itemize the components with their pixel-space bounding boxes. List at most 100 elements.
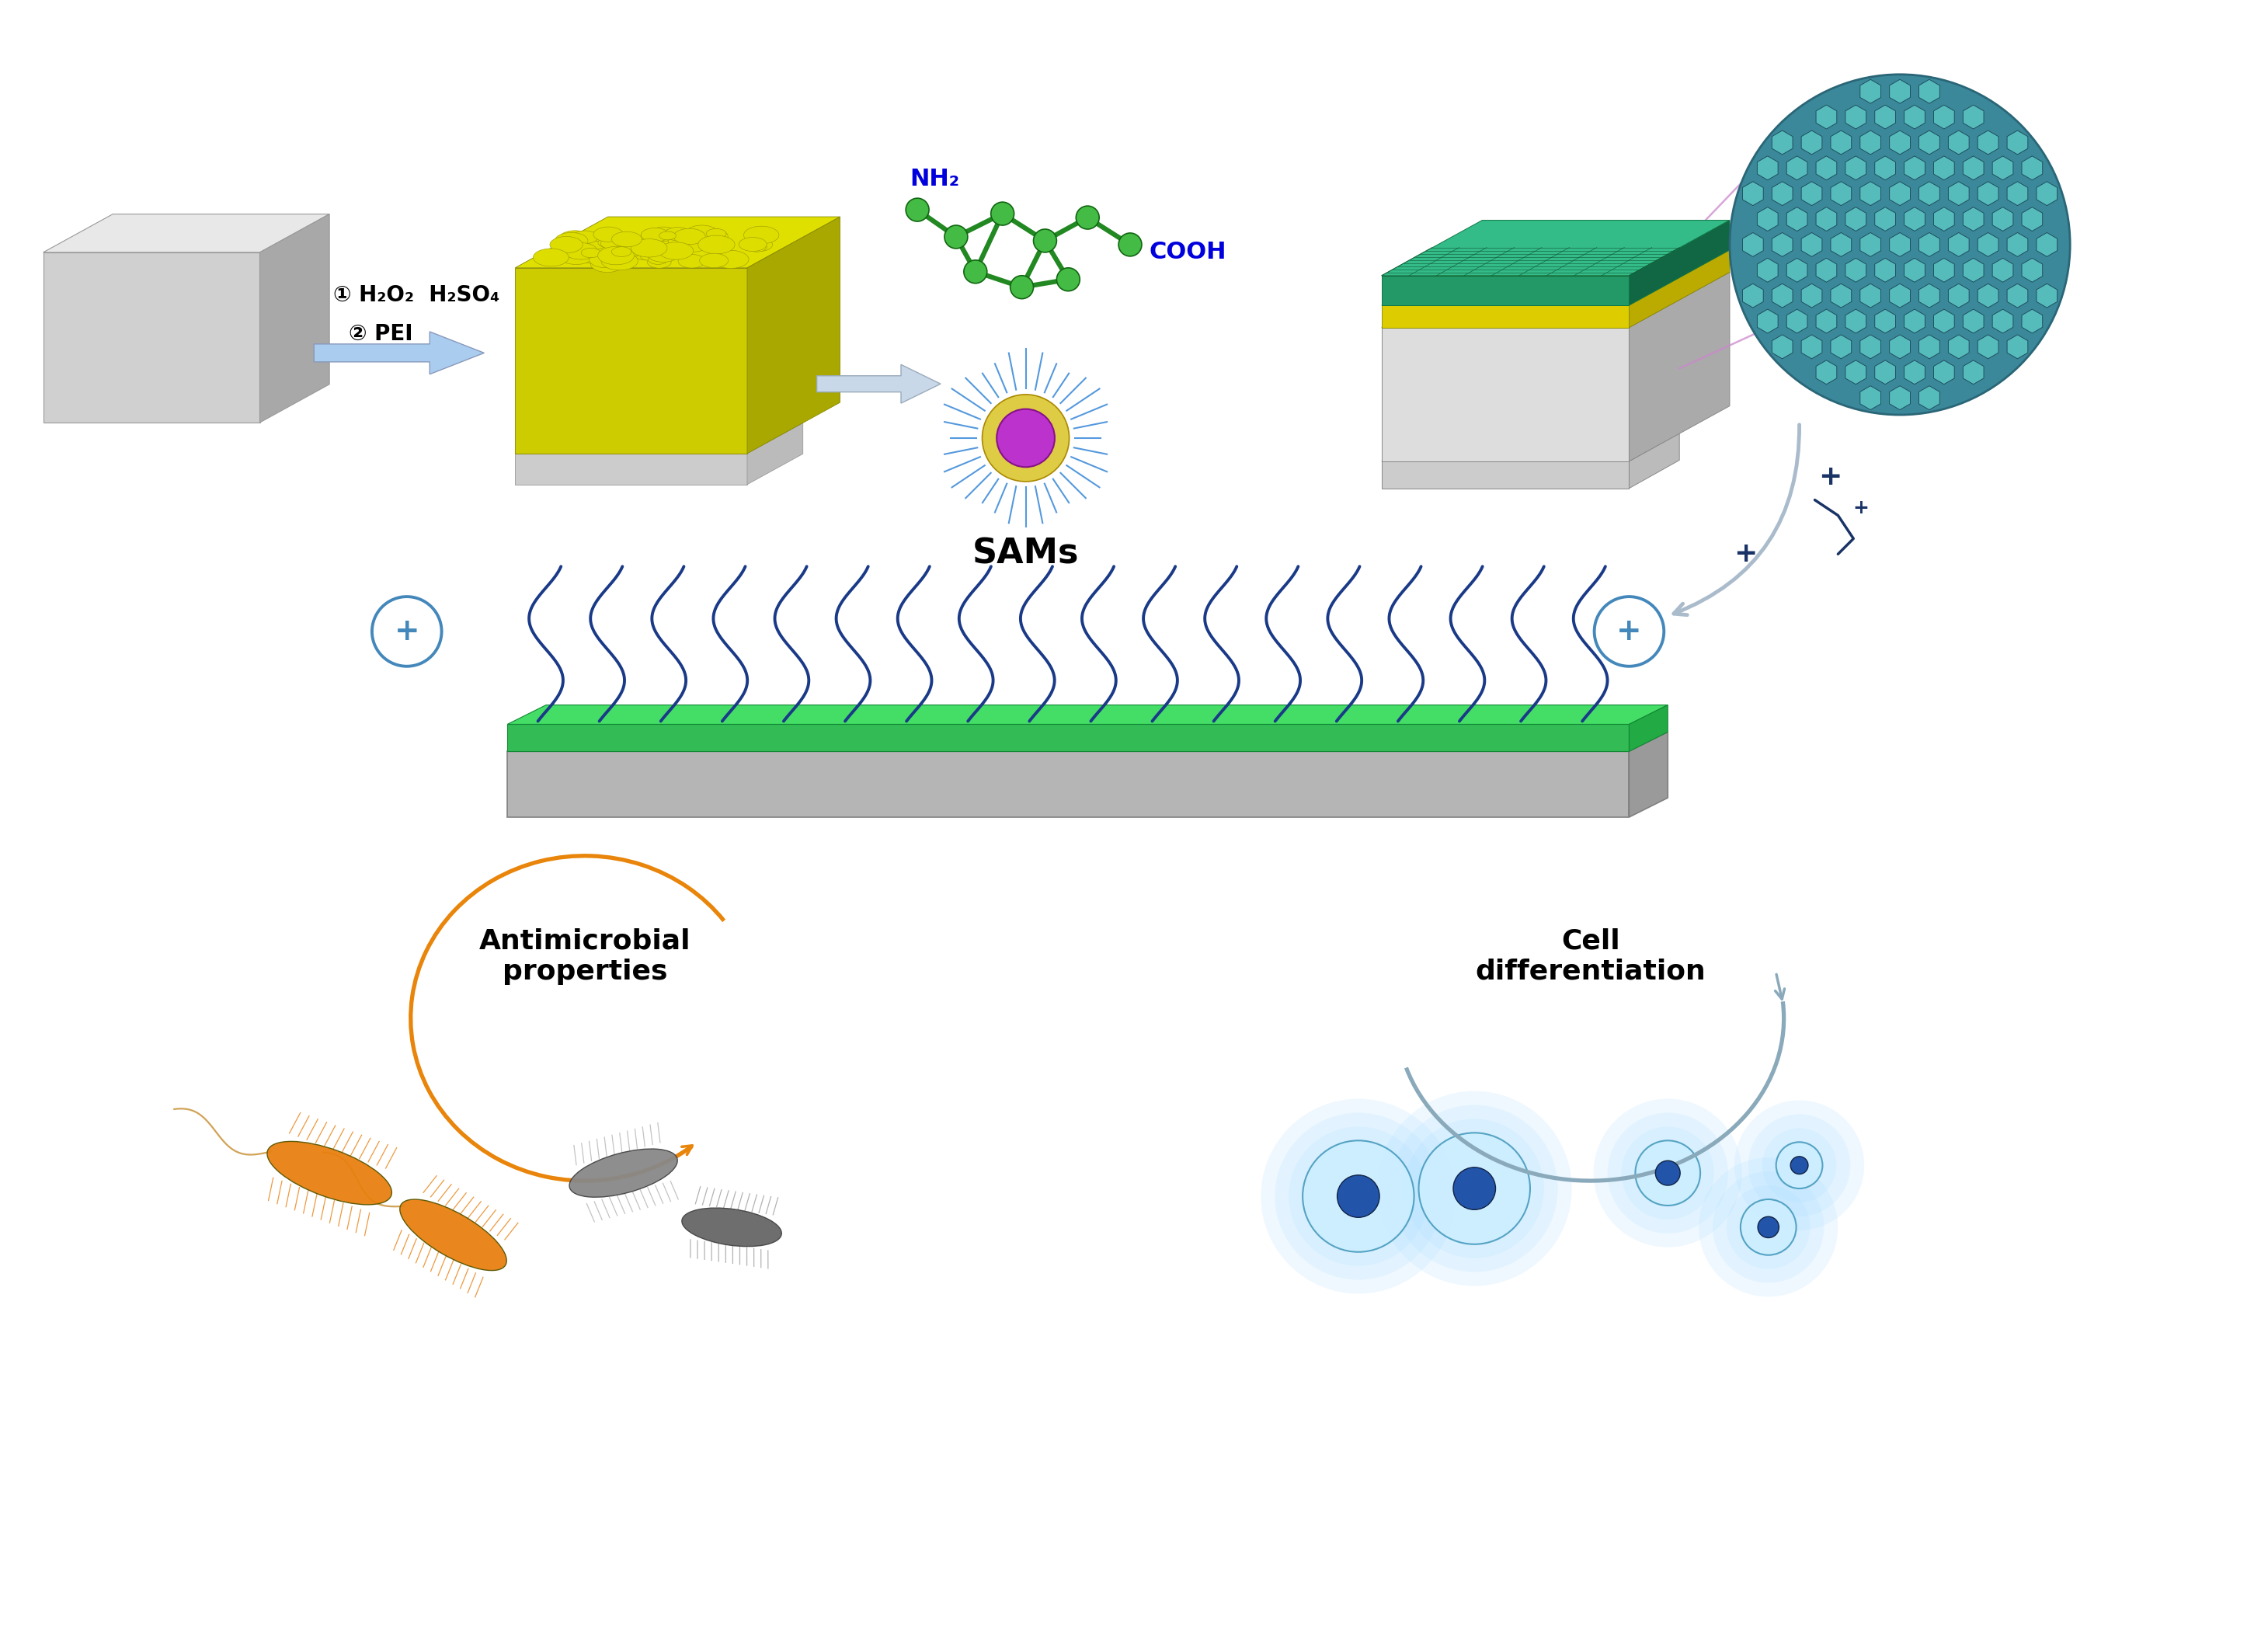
Circle shape — [1726, 1185, 1810, 1269]
Polygon shape — [43, 252, 261, 423]
Ellipse shape — [640, 252, 655, 260]
Ellipse shape — [712, 250, 748, 268]
Ellipse shape — [556, 232, 587, 249]
Text: Cell
differentiation: Cell differentiation — [1474, 928, 1706, 985]
Circle shape — [1749, 1115, 1851, 1217]
Circle shape — [943, 226, 968, 249]
Polygon shape — [515, 216, 839, 268]
Ellipse shape — [699, 253, 728, 268]
Ellipse shape — [599, 247, 635, 265]
Circle shape — [1390, 1105, 1558, 1272]
Ellipse shape — [744, 226, 778, 244]
Polygon shape — [508, 705, 1667, 725]
Polygon shape — [1381, 221, 1730, 276]
Ellipse shape — [649, 255, 667, 265]
Polygon shape — [1628, 273, 1730, 461]
Circle shape — [1622, 1126, 1715, 1219]
Ellipse shape — [619, 239, 651, 254]
Text: Antimicrobial
properties: Antimicrobial properties — [479, 928, 689, 985]
Polygon shape — [1381, 306, 1628, 328]
Ellipse shape — [558, 231, 592, 247]
Circle shape — [1699, 1157, 1837, 1297]
Polygon shape — [515, 268, 746, 453]
Ellipse shape — [705, 229, 726, 239]
Circle shape — [991, 202, 1014, 226]
Polygon shape — [508, 731, 1667, 751]
Ellipse shape — [399, 1199, 506, 1271]
Ellipse shape — [621, 247, 642, 257]
Ellipse shape — [572, 231, 599, 244]
Ellipse shape — [742, 239, 760, 249]
Ellipse shape — [551, 242, 578, 255]
Ellipse shape — [669, 231, 699, 245]
Ellipse shape — [748, 242, 767, 252]
Circle shape — [1302, 1141, 1413, 1251]
Ellipse shape — [612, 232, 642, 247]
Ellipse shape — [594, 228, 624, 242]
Ellipse shape — [587, 240, 606, 249]
Circle shape — [372, 596, 442, 666]
Circle shape — [1009, 276, 1034, 299]
Ellipse shape — [594, 244, 621, 257]
Text: +: + — [1617, 618, 1642, 647]
Ellipse shape — [590, 250, 621, 268]
Ellipse shape — [746, 237, 773, 252]
Ellipse shape — [665, 228, 692, 240]
Polygon shape — [261, 214, 329, 423]
Polygon shape — [1381, 328, 1628, 461]
Ellipse shape — [549, 237, 583, 253]
Polygon shape — [313, 332, 483, 374]
Ellipse shape — [590, 255, 624, 273]
Text: NH₂: NH₂ — [909, 167, 959, 190]
Polygon shape — [43, 214, 329, 252]
Circle shape — [1034, 229, 1057, 252]
Circle shape — [905, 198, 930, 221]
Text: SAMs: SAMs — [973, 538, 1080, 570]
Ellipse shape — [574, 245, 594, 255]
Circle shape — [1420, 1133, 1531, 1245]
Circle shape — [964, 260, 987, 283]
Polygon shape — [746, 423, 803, 484]
Text: +: + — [1853, 499, 1869, 517]
Circle shape — [982, 395, 1068, 481]
Polygon shape — [1381, 461, 1628, 489]
Polygon shape — [1381, 276, 1628, 306]
Ellipse shape — [558, 247, 594, 265]
Circle shape — [1740, 1199, 1796, 1254]
Polygon shape — [1628, 221, 1730, 306]
Circle shape — [1762, 1128, 1837, 1202]
Circle shape — [1338, 1175, 1379, 1217]
Ellipse shape — [631, 239, 667, 257]
Ellipse shape — [268, 1141, 392, 1204]
Ellipse shape — [683, 1207, 782, 1246]
Ellipse shape — [533, 249, 569, 266]
Circle shape — [1789, 1157, 1808, 1175]
Ellipse shape — [565, 242, 596, 260]
Ellipse shape — [658, 242, 694, 260]
Circle shape — [1454, 1167, 1495, 1209]
Circle shape — [1404, 1120, 1545, 1258]
Circle shape — [1656, 1160, 1681, 1185]
Polygon shape — [746, 216, 839, 453]
Ellipse shape — [674, 229, 705, 244]
Ellipse shape — [685, 226, 719, 242]
Circle shape — [1075, 206, 1100, 229]
Ellipse shape — [739, 237, 767, 252]
Text: +: + — [395, 618, 420, 647]
Ellipse shape — [646, 245, 678, 262]
Polygon shape — [1381, 273, 1730, 328]
Text: ① H₂O₂  H₂SO₄: ① H₂O₂ H₂SO₄ — [333, 284, 499, 306]
Ellipse shape — [649, 228, 678, 240]
Circle shape — [1288, 1126, 1429, 1266]
Circle shape — [1712, 1172, 1823, 1282]
Circle shape — [1758, 1217, 1778, 1238]
Text: ② PEI: ② PEI — [349, 323, 413, 344]
Polygon shape — [816, 364, 941, 403]
Ellipse shape — [617, 240, 649, 257]
Ellipse shape — [642, 228, 669, 242]
Circle shape — [996, 409, 1055, 466]
Polygon shape — [508, 751, 1628, 817]
Ellipse shape — [569, 1149, 678, 1198]
Circle shape — [1776, 1142, 1823, 1188]
Circle shape — [1608, 1113, 1728, 1233]
